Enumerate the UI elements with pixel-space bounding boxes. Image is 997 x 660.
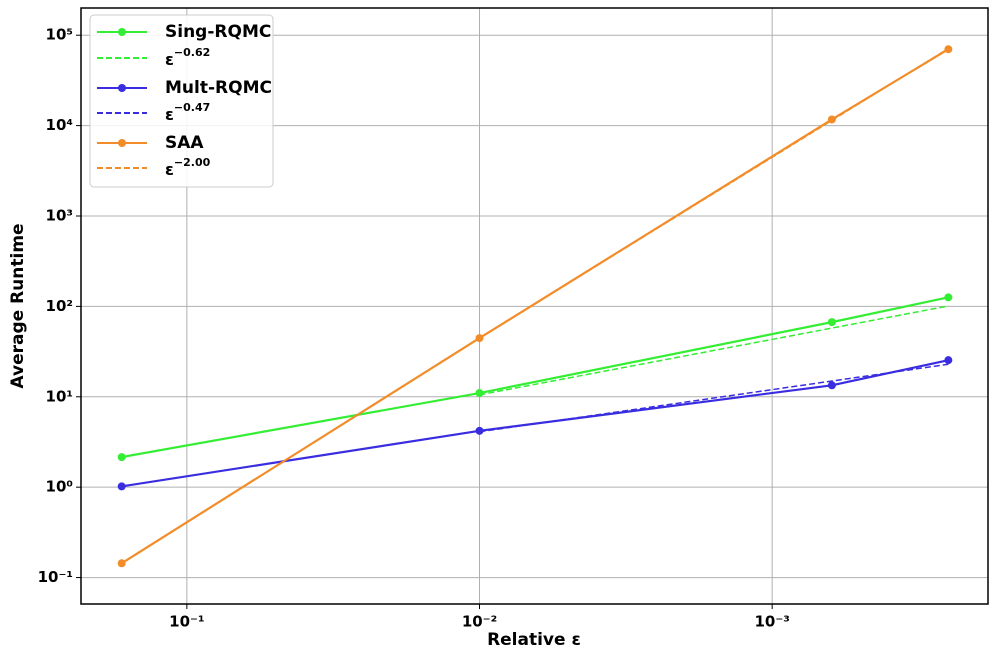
y-tick-label: 10⁵	[46, 26, 73, 44]
x-tick-label: 10⁻²	[462, 613, 497, 631]
data-point	[117, 482, 126, 491]
series-line	[121, 296, 949, 459]
legend-marker	[118, 84, 126, 92]
legend-base: ε	[165, 105, 174, 124]
series-line	[479, 363, 949, 433]
y-tick-label: 10²	[46, 297, 73, 315]
legend-label: SAA	[165, 133, 204, 153]
data-point	[827, 381, 836, 390]
series-line	[479, 47, 949, 339]
y-tick-label: 10⁻¹	[38, 568, 73, 586]
legend-label: ε−2.00	[165, 156, 211, 179]
x-tick-label: 10⁻³	[754, 613, 789, 631]
data-point	[827, 318, 836, 327]
x-tick-label: 10⁻¹	[169, 613, 204, 631]
series-line	[479, 305, 949, 396]
legend-marker	[118, 139, 126, 147]
y-axis-title: Average Runtime	[8, 223, 28, 388]
data-point	[475, 426, 484, 435]
data-point	[944, 356, 953, 365]
data-point	[117, 453, 126, 462]
y-tick-label: 10³	[46, 206, 73, 224]
y-tick-label: 10¹	[46, 387, 73, 405]
data-point	[944, 293, 953, 302]
legend-label: Mult-RQMC	[165, 78, 272, 98]
y-tick-label: 10⁰	[46, 478, 73, 496]
legend-exponent: −2.00	[174, 156, 211, 169]
x-axis-title: Relative ε	[487, 630, 581, 650]
legend-label: Sing-RQMC	[165, 22, 271, 42]
legend-exponent: −0.62	[174, 46, 210, 59]
data-point	[475, 389, 484, 398]
legend-base: ε	[165, 50, 174, 69]
data-point	[827, 115, 836, 124]
legend-base: ε	[165, 160, 174, 179]
legend-marker	[118, 28, 126, 36]
data-point	[117, 559, 126, 568]
legend-exponent: −0.47	[174, 101, 210, 114]
legend-label: ε−0.62	[165, 46, 210, 69]
plot-frame	[80, 7, 989, 605]
legend-label: ε−0.47	[165, 101, 210, 124]
y-tick-label: 10⁴	[46, 116, 73, 134]
